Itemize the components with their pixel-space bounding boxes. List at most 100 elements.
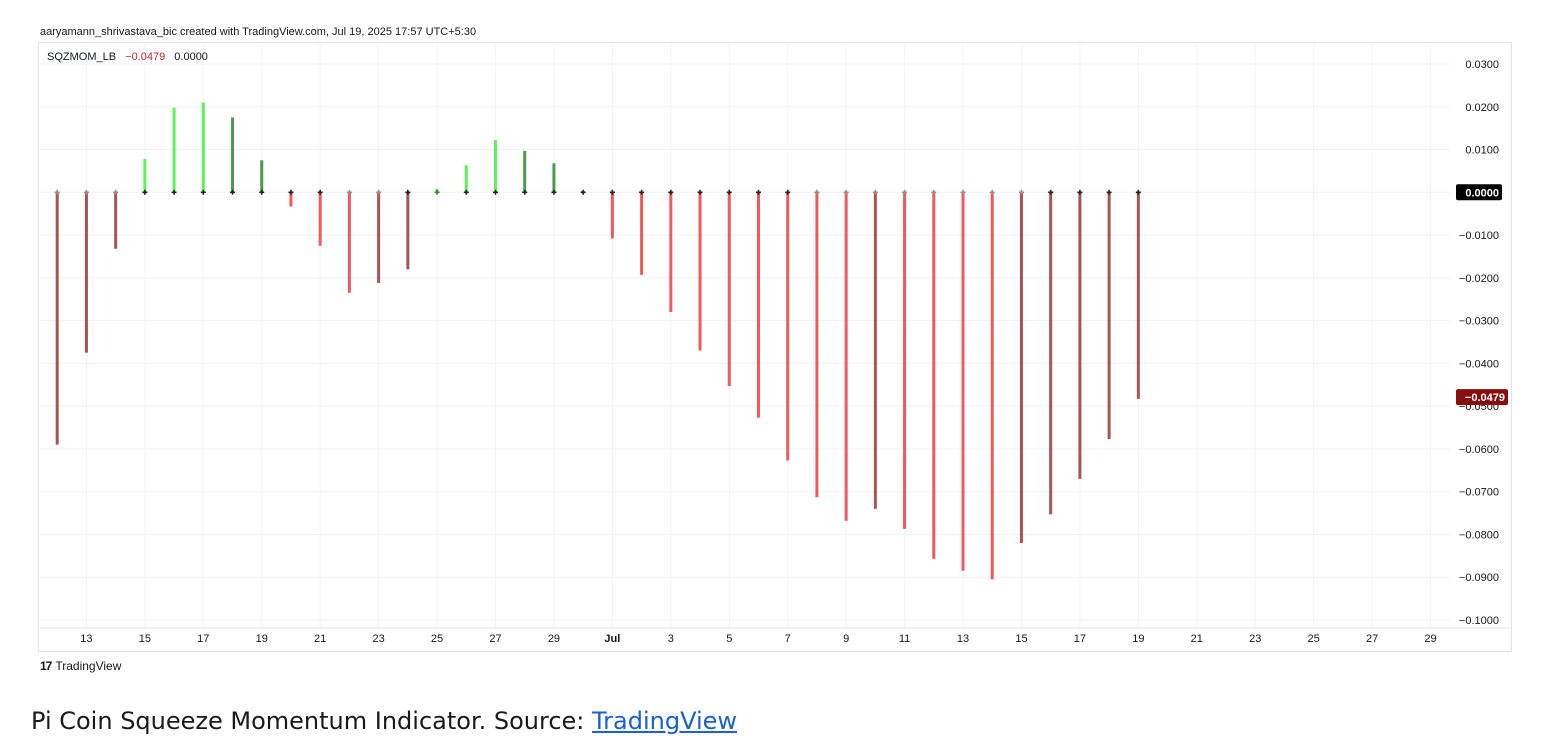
momentum-bar xyxy=(873,192,877,509)
momentum-chart[interactable]: 0.0300 0.0200 0.0100 0.0000 −0.0100 −0.0200 −0… xyxy=(0,0,1558,700)
tradingview-logo-icon: 17 xyxy=(40,659,52,673)
squeeze-dot xyxy=(1048,189,1054,195)
squeeze-dot xyxy=(1018,189,1024,195)
momentum-bar xyxy=(1107,192,1111,440)
x-tick-label: Jul xyxy=(604,633,620,645)
momentum-bar xyxy=(231,117,235,193)
squeeze-dot xyxy=(230,189,236,195)
x-tick-label: 27 xyxy=(1366,633,1378,645)
y-tick-label: 0.0300 xyxy=(1465,59,1499,71)
y-tick-label: −0.0800 xyxy=(1459,529,1499,541)
momentum-bar xyxy=(990,192,994,580)
squeeze-dot xyxy=(346,189,352,195)
momentum-bar xyxy=(260,160,264,193)
y-tick-label: −0.0100 xyxy=(1459,230,1499,242)
momentum-bar xyxy=(961,192,965,571)
momentum-bar xyxy=(932,192,936,559)
x-tick-label: 25 xyxy=(431,633,443,645)
squeeze-dot xyxy=(1077,189,1083,195)
y-tick-label: −0.0400 xyxy=(1459,358,1499,370)
squeeze-dot xyxy=(522,189,528,195)
squeeze-dot xyxy=(317,189,323,195)
squeeze-dot xyxy=(785,189,791,195)
chart-attribution: aaryamann_shrivastava_bic created with T… xyxy=(40,26,477,38)
x-tick-label: 3 xyxy=(668,633,674,645)
momentum-bar xyxy=(756,192,760,418)
x-tick-label: 15 xyxy=(1015,633,1027,645)
indicator-value-2: 0.0000 xyxy=(174,51,208,63)
momentum-bar xyxy=(143,158,147,193)
squeeze-dot xyxy=(609,189,615,195)
momentum-bar xyxy=(727,192,731,387)
momentum-bar xyxy=(464,165,468,193)
y-tick-label: −0.0200 xyxy=(1459,273,1499,285)
momentum-bar xyxy=(669,192,673,313)
momentum-bar xyxy=(55,192,59,445)
caption-text: Pi Coin Squeeze Momentum Indicator. Sour… xyxy=(31,707,593,735)
squeeze-dot xyxy=(83,189,89,195)
momentum-bar xyxy=(289,192,293,207)
y-tick-label: −0.0900 xyxy=(1459,572,1499,584)
momentum-bar xyxy=(494,140,497,193)
momentum-bar xyxy=(610,192,614,239)
momentum-bar xyxy=(903,192,907,529)
momentum-bar xyxy=(844,192,848,521)
y-tick-label: 0.0100 xyxy=(1465,145,1499,157)
squeeze-dot xyxy=(726,189,732,195)
y-tick-label: 0.0200 xyxy=(1465,102,1499,114)
squeeze-dot xyxy=(171,189,177,195)
squeeze-dot xyxy=(551,189,557,195)
chart-pane[interactable] xyxy=(38,42,1512,652)
momentum-bar xyxy=(815,192,819,498)
squeeze-dot xyxy=(639,189,645,195)
squeeze-dot xyxy=(960,189,966,195)
momentum-bar xyxy=(201,102,205,193)
x-tick-label: 23 xyxy=(372,633,384,645)
last-value-badge-label: −0.0479 xyxy=(1465,392,1505,404)
x-tick-label: 17 xyxy=(197,633,209,645)
indicator-value: −0.0479 xyxy=(125,51,166,63)
x-tick-label: 5 xyxy=(726,633,732,645)
tradingview-logo[interactable]: 17 TradingView xyxy=(40,659,121,673)
y-tick-label: −0.1000 xyxy=(1459,615,1499,627)
squeeze-dot xyxy=(843,189,849,195)
caption-source-link[interactable]: TradingView xyxy=(592,707,738,735)
zero-value-badge-label: 0.0000 xyxy=(1465,187,1499,199)
momentum-bar xyxy=(552,163,556,193)
squeeze-dot xyxy=(288,189,294,195)
momentum-bar xyxy=(698,192,702,351)
x-tick-label: 23 xyxy=(1249,633,1261,645)
x-tick-label: 15 xyxy=(139,633,151,645)
x-tick-label: 9 xyxy=(843,633,849,645)
squeeze-dot xyxy=(931,189,937,195)
squeeze-dot xyxy=(142,189,148,195)
momentum-bar xyxy=(1019,192,1023,544)
squeeze-dot xyxy=(405,189,411,195)
squeeze-dot xyxy=(259,189,265,195)
momentum-bar xyxy=(406,192,410,270)
squeeze-dot xyxy=(463,189,469,195)
x-tick-label: 19 xyxy=(256,633,268,645)
y-tick-label: −0.0300 xyxy=(1459,316,1499,328)
x-tick-label: 13 xyxy=(80,633,92,645)
x-tick-label: 29 xyxy=(548,633,560,645)
momentum-bar xyxy=(1136,192,1140,399)
squeeze-dot xyxy=(755,189,761,195)
momentum-bar xyxy=(84,192,88,353)
last-value-badge xyxy=(1456,389,1508,406)
squeeze-dot xyxy=(580,189,586,195)
squeeze-dot xyxy=(434,189,440,195)
x-tick-label: 21 xyxy=(314,633,326,645)
squeeze-dot xyxy=(113,189,119,195)
indicator-legend[interactable]: SQZMOM_LB −0.0479 0.0000 xyxy=(47,51,208,63)
x-tick-label: 11 xyxy=(899,633,910,645)
y-tick-label: −0.0700 xyxy=(1459,487,1499,499)
y-tick-label: −0.0600 xyxy=(1459,444,1499,456)
momentum-bar xyxy=(1078,192,1082,479)
momentum-bar xyxy=(377,192,381,283)
squeeze-dot xyxy=(54,189,60,195)
squeeze-dot xyxy=(814,189,820,195)
momentum-bar xyxy=(318,192,322,246)
squeeze-dot xyxy=(668,189,674,195)
momentum-bar xyxy=(786,192,790,461)
